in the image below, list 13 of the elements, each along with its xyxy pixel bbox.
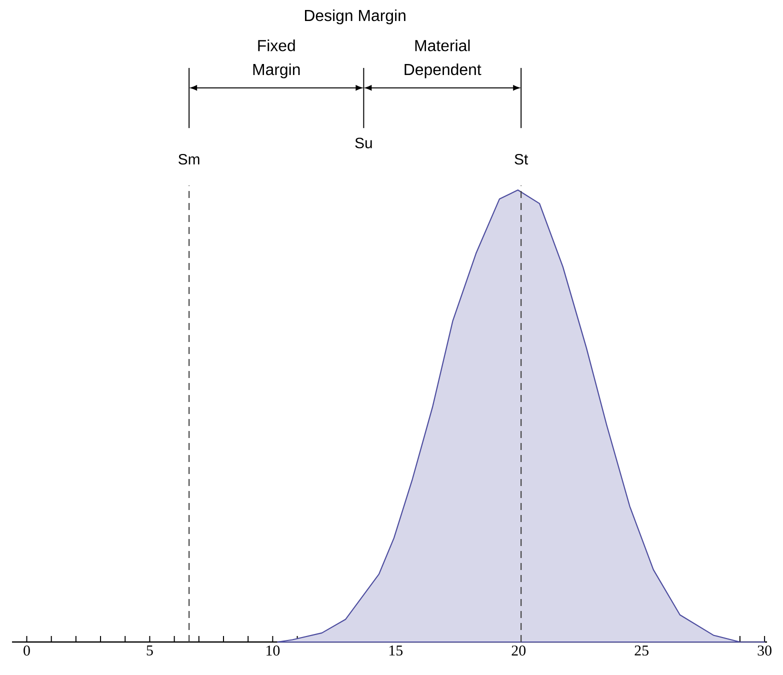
ref-line-label: Sm — [178, 154, 200, 165]
x-tick-label: 20 — [512, 646, 526, 656]
ref-line-label: Su — [355, 138, 372, 148]
x-tick-label: 30 — [758, 646, 772, 656]
x-tick-label: 0 — [24, 646, 30, 656]
text: Material Dependent — [404, 40, 482, 78]
text: Design Margin — [305, 9, 406, 24]
x-tick-label: 10 — [266, 646, 280, 656]
ref-line-label: St — [514, 154, 528, 165]
x-tick-label: 5 — [146, 646, 153, 656]
x-tick-label: 15 — [389, 646, 403, 656]
text: Fixed Margin — [253, 40, 300, 78]
x-tick-label: 25 — [634, 646, 648, 656]
